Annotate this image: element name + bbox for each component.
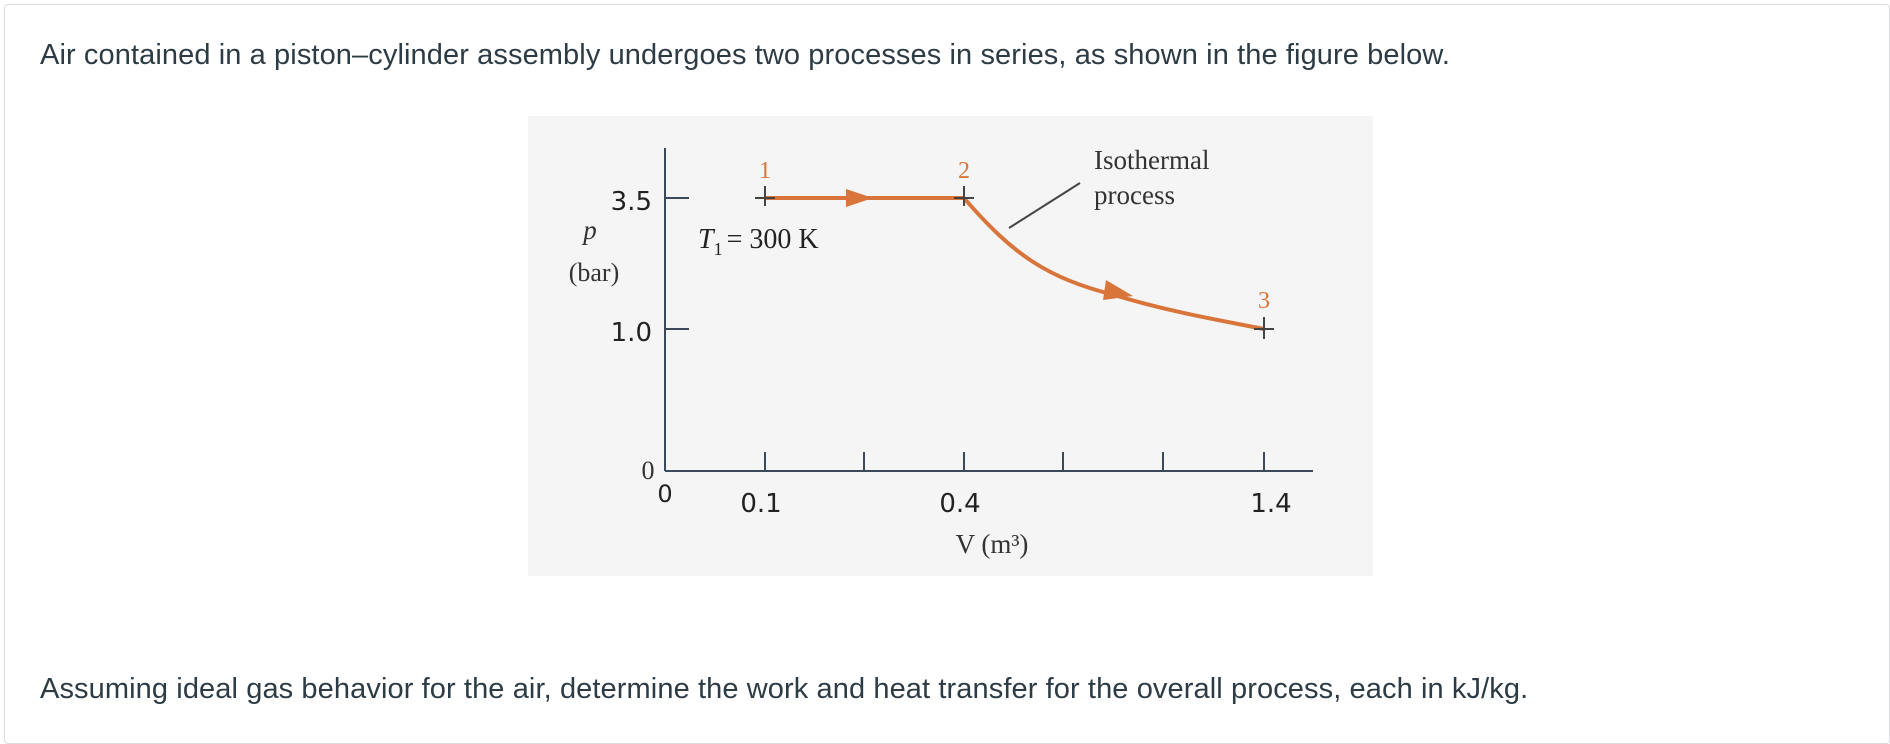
x-origin-label: 0	[657, 480, 672, 508]
process-2-3-arrow	[1103, 280, 1133, 300]
y-axis-unit: (bar)	[569, 258, 620, 287]
state-3-marker	[1254, 317, 1274, 339]
y-origin-label: 0	[642, 456, 655, 485]
question-card: Air contained in a piston–cylinder assem…	[4, 4, 1890, 744]
x-axis-label: V (m³)	[956, 529, 1029, 559]
question-intro: Air contained in a piston–cylinder assem…	[40, 39, 1451, 71]
temperature-annotation: T1 = 300 K	[698, 224, 819, 259]
figure-background	[528, 116, 1373, 576]
callout-line-1: Isothermal	[1094, 145, 1209, 175]
callout-leader	[1008, 182, 1081, 229]
y-axis-symbol: p	[581, 215, 597, 245]
question-outro: Assuming ideal gas behavior for the air,…	[40, 673, 1529, 705]
temperature-value: = 300 K	[727, 224, 819, 255]
state-1-marker	[755, 186, 775, 206]
x-tick-label-0-4: 0.4	[939, 489, 980, 519]
y-tick-label-3-5: 3.5	[611, 187, 652, 217]
process-1-2-arrow	[846, 189, 873, 207]
callout-line-2: process	[1094, 180, 1175, 210]
state-3-label: 3	[1258, 288, 1270, 314]
state-1-label: 1	[759, 158, 771, 184]
temperature-subscript: 1	[714, 239, 723, 259]
state-2-label: 2	[958, 158, 970, 184]
pv-diagram: 3.5 1.0 p (bar) 0 0 0.1 0.4 1.4 V (m³)	[528, 116, 1373, 576]
x-tick-label-0-1: 0.1	[740, 489, 781, 519]
y-tick-label-1-0: 1.0	[611, 318, 652, 348]
temperature-symbol: T	[698, 224, 716, 255]
pv-diagram-svg: 3.5 1.0 p (bar) 0 0 0.1 0.4 1.4 V (m³)	[528, 116, 1373, 576]
x-tick-label-1-4: 1.4	[1250, 489, 1291, 519]
state-2-marker	[954, 186, 974, 206]
